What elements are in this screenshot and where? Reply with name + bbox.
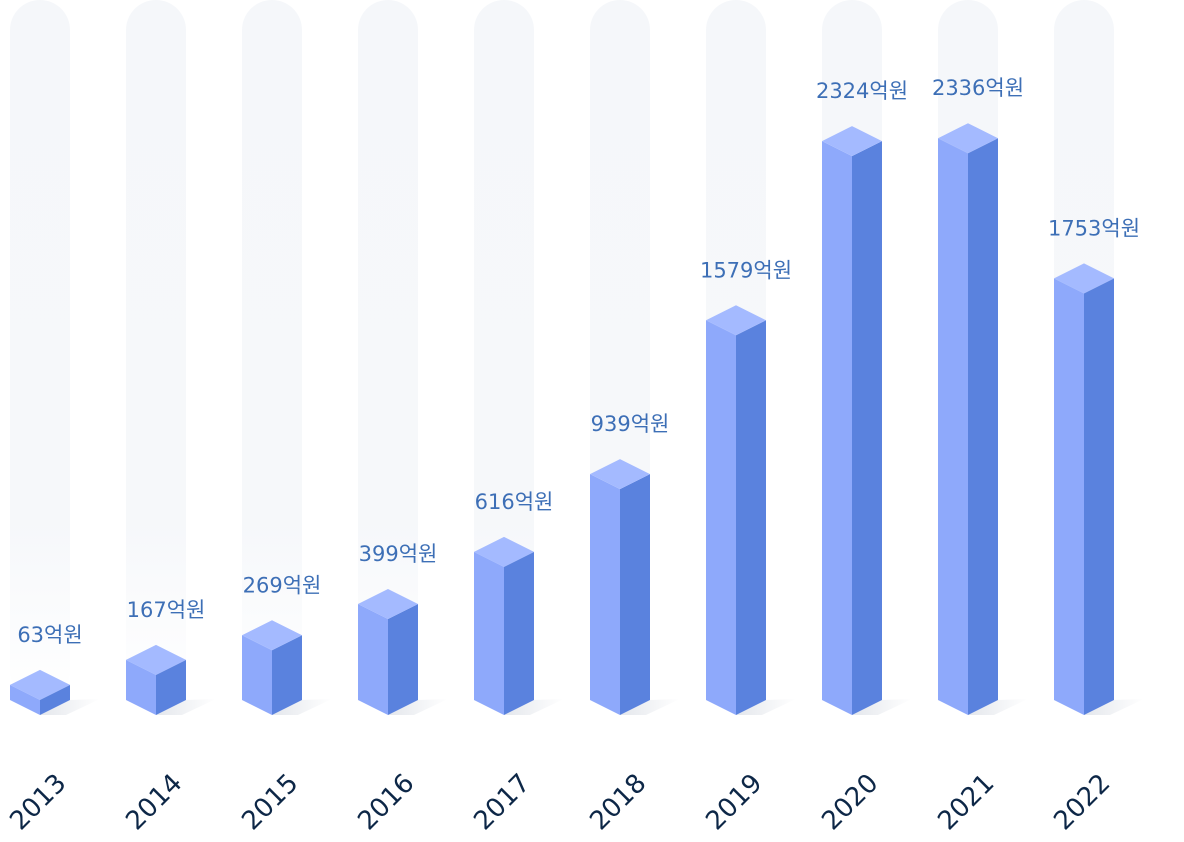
bar (358, 589, 418, 715)
bar-shadow (968, 699, 1028, 715)
bar-side-face (1084, 278, 1114, 715)
bar (242, 620, 302, 715)
category-label: 2016 (352, 768, 420, 836)
bar (474, 536, 534, 715)
bar-top-face (242, 620, 302, 651)
value-label: 167억원 (127, 598, 206, 622)
bar-side-face (388, 604, 418, 715)
bar-front-face (822, 141, 852, 715)
bar-front-face (358, 604, 388, 715)
bar-top-face (358, 589, 418, 620)
bar-track (358, 0, 418, 700)
bar-side-face (852, 141, 882, 715)
bar-side-face (968, 138, 998, 715)
bar (938, 123, 998, 715)
bar-top-face (126, 644, 186, 675)
bar-side-face (620, 474, 650, 715)
bar-track (126, 0, 186, 700)
bar-front-face (590, 474, 620, 715)
bar-front-face (10, 684, 40, 715)
bar-side-face (272, 635, 302, 715)
bar-shadow (1084, 699, 1144, 715)
bar-front-face (242, 635, 272, 715)
category-label: 2018 (584, 768, 652, 836)
category-label: 2019 (700, 768, 768, 836)
bar-side-face (40, 684, 70, 715)
bar-front-face (938, 138, 968, 715)
bar-side-face (736, 320, 766, 715)
bar-shadow (852, 699, 912, 715)
bar-track (10, 0, 70, 700)
bar-shadow (620, 699, 680, 715)
bar-track (474, 0, 534, 700)
bars-layer (10, 123, 1114, 715)
bar-track (242, 0, 302, 700)
bar-front-face (474, 551, 504, 715)
bar-front-face (1054, 278, 1084, 715)
bar (1054, 263, 1114, 715)
value-label: 2324억원 (816, 79, 908, 103)
bar-top-face (1054, 263, 1114, 294)
category-label: 2017 (468, 768, 536, 836)
bar (590, 459, 650, 715)
category-label: 2020 (816, 768, 884, 836)
value-label: 399억원 (359, 542, 438, 566)
value-label: 63억원 (17, 623, 82, 647)
category-label: 2014 (120, 768, 188, 836)
value-label: 269억원 (243, 573, 322, 597)
value-labels-layer: 63억원 167억원 269억원 399억원 616억원 939억원 1579억원 2324억… (17, 76, 1140, 647)
bar-top-face (822, 126, 882, 157)
bar-top-face (706, 305, 766, 336)
bar-top-face (474, 536, 534, 567)
category-label: 2015 (236, 768, 304, 836)
bar (822, 126, 882, 715)
bar (10, 669, 70, 715)
bar-top-face (938, 123, 998, 154)
value-label: 1753억원 (1048, 216, 1140, 240)
bar-top-face (10, 669, 70, 700)
value-label: 939억원 (591, 412, 670, 436)
category-label: 2022 (1048, 768, 1116, 836)
bar-side-face (156, 659, 186, 715)
bar-side-face (504, 551, 534, 715)
bar-front-face (706, 320, 736, 715)
bar-front-face (126, 659, 156, 715)
year-labels-layer: 2013 2014 2015 2016 2017 2018 2019 2020 2021 2022 (4, 768, 1116, 836)
bar-top-face (590, 459, 650, 490)
bar-shadow (736, 699, 796, 715)
value-label: 616억원 (475, 490, 554, 514)
bar (126, 644, 186, 715)
bar-shadow (504, 699, 564, 715)
bar-shadow (388, 699, 448, 715)
bar-shadow (40, 699, 100, 715)
value-label: 1579억원 (700, 258, 792, 282)
bar-shadow (272, 699, 332, 715)
bar (706, 305, 766, 715)
value-label: 2336억원 (932, 76, 1024, 100)
bar-shadow (156, 699, 216, 715)
category-label: 2021 (932, 768, 1000, 836)
category-label: 2013 (4, 768, 72, 836)
shadows-layer (40, 699, 1144, 715)
